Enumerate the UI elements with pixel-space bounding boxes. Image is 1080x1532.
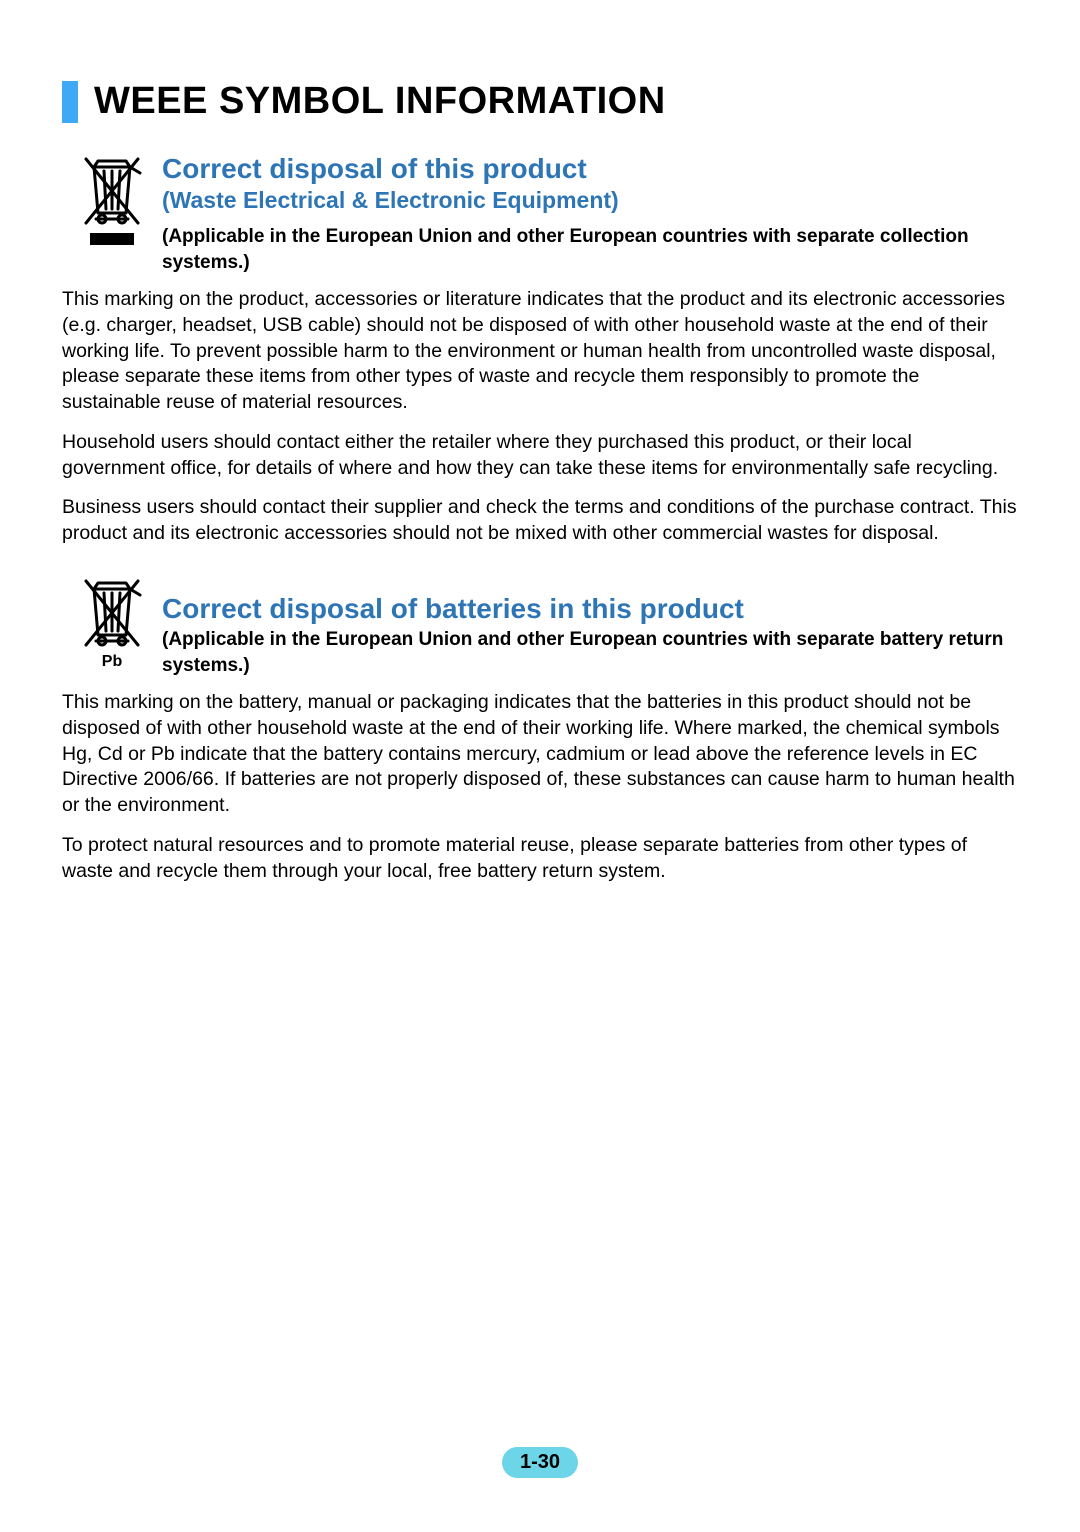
section-product-disposal: Correct disposal of this product (Waste … [62,153,1018,547]
body-para-1-2: Household users should contact either th… [62,430,1018,481]
body-para-1-1: This marking on the product, accessories… [62,287,1018,416]
body-para-1-3: Business users should contact their supp… [62,495,1018,546]
weee-bin-pb-icon [76,575,148,651]
weee-bin-icon [76,153,148,253]
section-header-2: Pb Correct disposal of batteries in this… [62,575,1018,690]
body-para-2-1: This marking on the battery, manual or p… [62,690,1018,819]
body-para-2-2: To protect natural resources and to prom… [62,833,1018,884]
header-text-col-1: Correct disposal of this product (Waste … [162,153,1018,287]
page-number: 1-30 [502,1447,578,1478]
applicable-note-1: (Applicable in the European Union and ot… [162,224,1018,275]
header-text-col-2: Correct disposal of batteries in this pr… [162,575,1018,690]
icon-column-1 [62,153,162,253]
icon-column-2: Pb [62,575,162,671]
section-heading-1: Correct disposal of this product [162,153,1018,185]
section-heading-2: Correct disposal of batteries in this pr… [162,593,1018,625]
pb-label: Pb [102,653,122,671]
section-battery-disposal: Pb Correct disposal of batteries in this… [62,575,1018,884]
page-title: WEEE SYMBOL INFORMATION [94,80,666,123]
section-header-1: Correct disposal of this product (Waste … [62,153,1018,287]
section-subheading-1: (Waste Electrical & Electronic Equipment… [162,187,1018,214]
page-number-wrap: 1-30 [0,1447,1080,1478]
page-title-wrap: WEEE SYMBOL INFORMATION [62,80,1018,123]
title-accent-bar [62,81,78,123]
applicable-note-2: (Applicable in the European Union and ot… [162,627,1018,678]
